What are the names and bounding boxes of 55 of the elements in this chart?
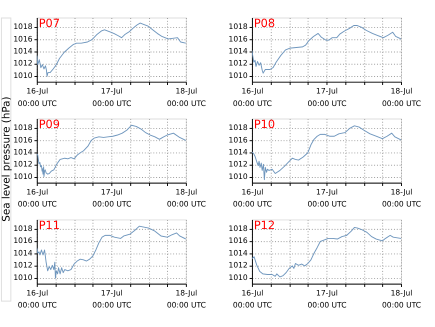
y-tick-label: 1012 (13, 260, 33, 270)
y-tick-label: 1010 (13, 172, 33, 181)
y-tick-label: 1016 (13, 236, 33, 246)
x-tick-label: 17-Jul 00:00 UTC (92, 288, 132, 310)
x-tick-label: 16-Jul 00:00 UTC (18, 288, 57, 310)
y-tick-label: 1018 (13, 224, 33, 233)
y-tick-label: 1012 (228, 58, 248, 68)
x-tick-label: 18-Jul 00:00 UTC (382, 187, 422, 209)
chart-title: P10 (254, 116, 276, 131)
y-tick-label: 1016 (13, 34, 33, 44)
y-axis-title: Sea level pressure (hPa) (0, 96, 12, 222)
x-tick-label: 16-Jul 00:00 UTC (18, 187, 57, 209)
x-tick-label: 17-Jul 00:00 UTC (92, 86, 132, 108)
y-tick-label: 1012 (228, 260, 248, 270)
y-tick-label: 1014 (13, 46, 33, 56)
y-tick-label: 1010 (228, 272, 248, 282)
y-tick-label: 1012 (228, 160, 248, 169)
y-tick-label: 1014 (13, 147, 33, 156)
x-tick-label: 18-Jul 00:00 UTC (382, 288, 422, 310)
y-tick-label: 1018 (13, 22, 33, 32)
y-tick-label: 1018 (13, 123, 33, 132)
chart-title: P11 (38, 218, 60, 232)
x-tick-label: 18-Jul 00:00 UTC (166, 288, 206, 310)
x-tick-label: 18-Jul 00:00 UTC (382, 86, 422, 108)
x-tick-label: 18-Jul 00:00 UTC (166, 187, 206, 209)
y-tick-label: 1018 (228, 123, 248, 132)
y-tick-label: 1014 (228, 248, 248, 258)
x-tick-label: 17-Jul 00:00 UTC (307, 187, 346, 209)
x-tick-label: 16-Jul 00:00 UTC (232, 86, 272, 108)
y-tick-label: 1016 (13, 135, 33, 144)
y-tick-label: 1014 (228, 46, 248, 56)
y-tick-label: 1016 (228, 236, 248, 246)
y-tick-label: 1014 (228, 147, 248, 156)
chart-title: P09 (38, 116, 60, 131)
y-tick-label: 1012 (13, 58, 33, 68)
x-tick-label: 17-Jul 00:00 UTC (307, 86, 346, 108)
chart-title: P12 (254, 218, 276, 232)
x-tick-label: 18-Jul 00:00 UTC (166, 86, 206, 108)
x-tick-label: 16-Jul 00:00 UTC (232, 187, 272, 209)
y-tick-label: 1018 (228, 22, 248, 32)
y-tick-label: 1010 (228, 70, 248, 80)
x-tick-label: 16-Jul 00:00 UTC (18, 86, 57, 108)
x-tick-label: 17-Jul 00:00 UTC (307, 288, 346, 310)
y-tick-label: 1010 (13, 272, 33, 282)
chart-title: P08 (254, 16, 276, 30)
chart-title: P07 (38, 16, 60, 30)
x-tick-label: 16-Jul 00:00 UTC (232, 288, 272, 310)
y-tick-label: 1014 (13, 248, 33, 258)
y-tick-label: 1018 (228, 224, 248, 233)
y-tick-label: 1016 (228, 34, 248, 44)
y-tick-label: 1016 (228, 135, 248, 144)
x-tick-label: 17-Jul 00:00 UTC (92, 187, 132, 209)
y-tick-label: 1012 (13, 160, 33, 169)
y-tick-label: 1010 (228, 172, 248, 181)
y-tick-label: 1010 (13, 70, 33, 80)
